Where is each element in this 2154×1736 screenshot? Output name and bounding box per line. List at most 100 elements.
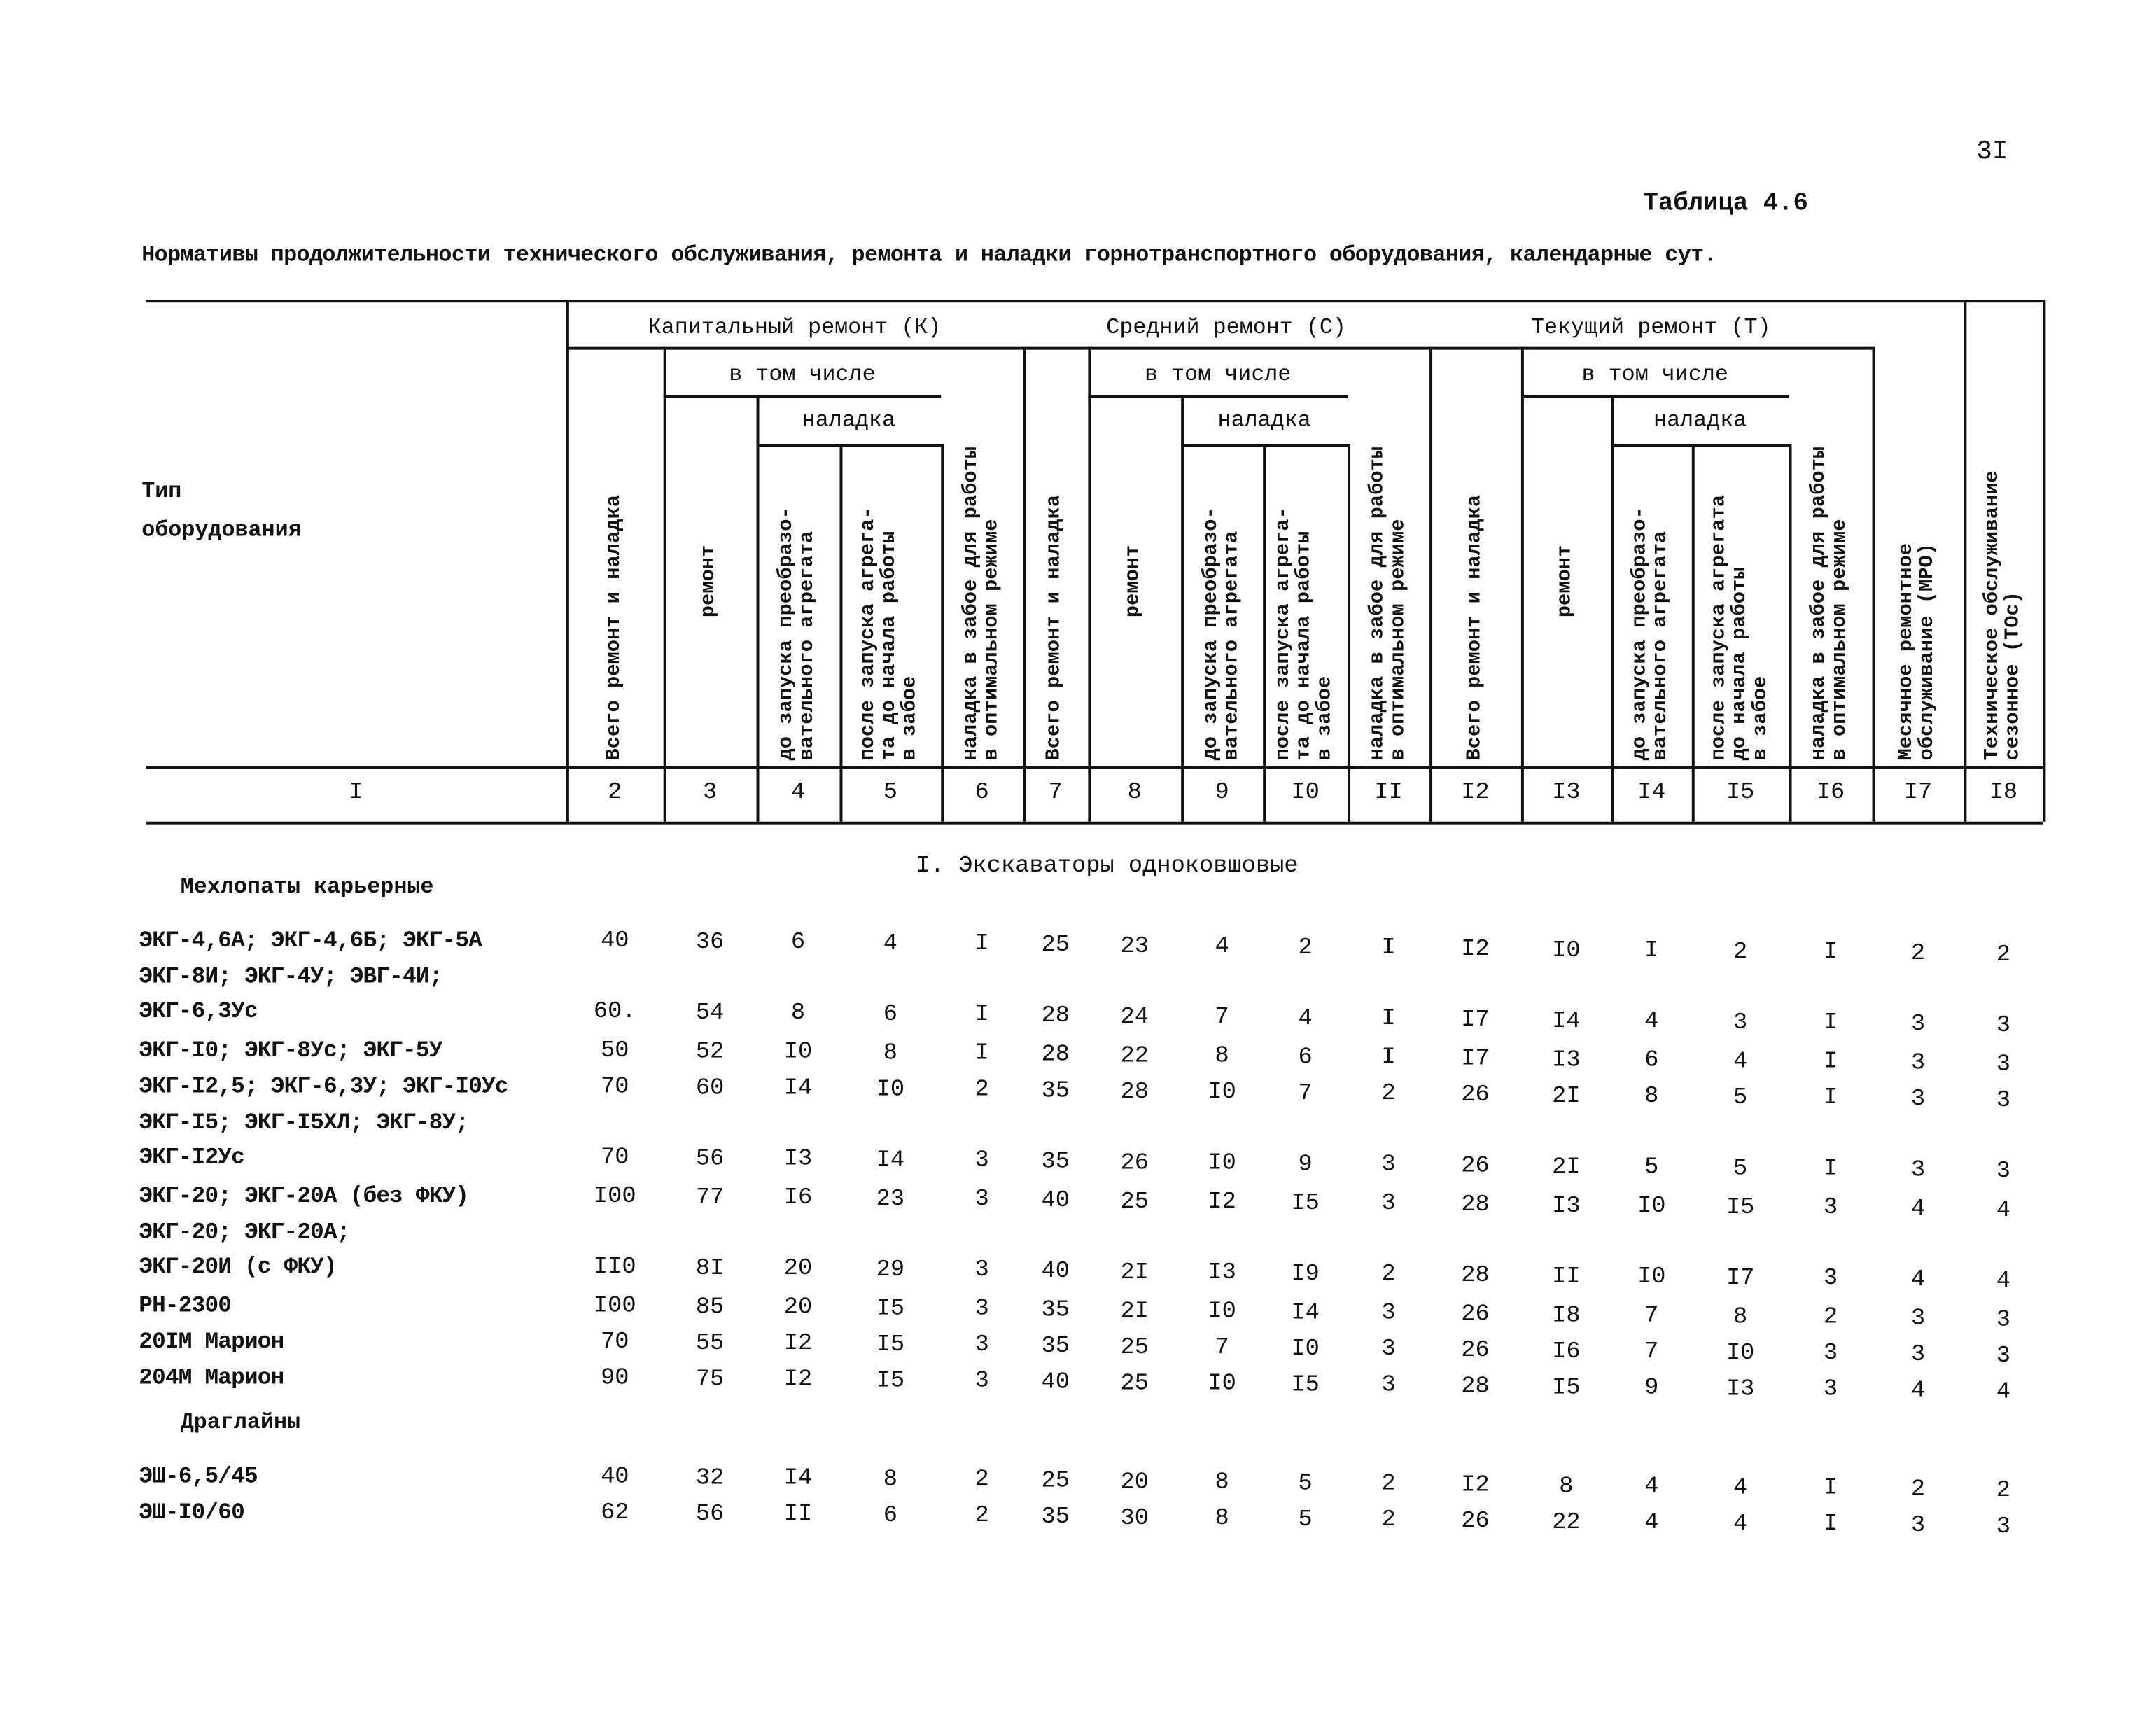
table-cell: 77 [695,1184,725,1212]
column-number: I6 [1816,780,1845,806]
table-cell: I2 [783,1367,813,1394]
table-cell: 26 [1461,1301,1490,1329]
table-cell: 4 [1996,1378,2010,1406]
table-cell: 40 [1041,1369,1070,1396]
table-cell: I4 [876,1147,905,1174]
table-cell: 3 [974,1148,989,1175]
table-cell: I3 [1552,1047,1581,1074]
column-header: до запуска преобразо-вательного агрегата [757,449,840,760]
table-cell: 3 [1823,1377,1838,1404]
column-number: 4 [790,780,806,806]
table-cell: I5 [1726,1194,1755,1222]
table-cell: 35 [1041,1334,1070,1360]
table-cell: 2 [1910,941,1926,967]
column-header-line: обслуживание (МРО) [1916,542,1939,761]
column-header-line: после запуска агрега- [858,507,880,761]
column-header: ремонт [1521,401,1611,760]
table-cell: I0 [1726,1340,1755,1367]
rule-line [1348,444,1351,822]
rule-line [1263,444,1266,822]
equipment-name-line: ЭШ-I0/60 [139,1499,245,1525]
equipment-name-line: ЭКГ-I5; ЭКГ-I5ХЛ; ЭКГ-8У; [139,1109,469,1135]
table-cell: 62 [601,1500,629,1527]
rule-line [1611,396,1614,822]
table-cell: I7 [1461,1046,1490,1073]
table-cell: 60 [695,1074,725,1102]
table-cell: I5 [876,1368,905,1395]
table-cell: I [974,1041,989,1068]
rule-line [941,444,944,822]
equipment-name: ЭШ-I0/60 [139,1494,245,1530]
table-cell: 85 [695,1294,725,1321]
rule-line [2043,300,2046,822]
table-cell: I0 [876,1077,905,1103]
column-header-line: вательного агрегата [797,531,819,761]
equipment-name: ЭКГ-I0; ЭКГ-8Ус; ЭКГ-5У [139,1032,442,1068]
table-cell: 3 [1733,1009,1748,1037]
rule-line [1181,396,1184,822]
table-cell: 28 [1041,1042,1070,1069]
table-cell: I2 [1208,1189,1236,1217]
table-cell: 2I [1552,1154,1581,1181]
rule-line [1088,346,1091,822]
table-cell: I6 [1552,1338,1581,1366]
column-header: до запуска преобразо-вательного агрегата [1181,449,1263,760]
column-number: I3 [1552,780,1581,806]
table-cell: 3 [1381,1301,1396,1328]
table-cell: 5 [1644,1154,1659,1182]
column-header-line: в забое [1749,676,1772,761]
table-cell: 2I [1120,1259,1149,1287]
table-cell: 36 [695,929,725,956]
column-number: 5 [883,780,897,806]
rule-line [1611,444,1789,447]
table-cell: I0 [1208,1371,1236,1398]
column-number: I8 [1989,780,2018,806]
table-cell: 8 [1644,1084,1659,1111]
table-cell: I8 [1552,1302,1581,1329]
column-number: I [349,780,363,806]
table-cell: 40 [1041,1188,1070,1214]
page-number: 3I [1976,136,2008,167]
group-header-current: Текущий ремонт (Т) [1530,315,1771,340]
equipment-name-line: ЭКГ-I2Ус [139,1143,245,1170]
table-cell: 7 [1215,1004,1229,1032]
table-cell: I0 [1291,1336,1320,1363]
table-cell: 3 [974,1258,989,1284]
table-cell: 3 [1996,1012,2010,1040]
group-header-medium: Средний ремонт (С) [1106,315,1346,340]
incl-header: в том числе [1145,362,1292,388]
rule-line [663,396,942,399]
table-cell: I [1823,1011,1838,1037]
table-cell: I3 [1726,1376,1755,1404]
equipment-name-line: 204М Марион [139,1364,284,1391]
table-cell: 2 [974,1077,989,1104]
column-number: I2 [1461,780,1490,806]
naladka-header: наладка [1217,407,1311,433]
equipment-name: ЭШ-6,5/45 [139,1459,258,1494]
table-cell: 2 [1733,939,1748,966]
column-header-line: в оптимальном режиме [980,519,1003,761]
table-cell: 56 [695,1501,725,1528]
table-cell: 56 [695,1145,725,1172]
table-cell: 2 [1381,1261,1396,1289]
table-cell: II0 [593,1254,636,1281]
table-cell: 22 [1120,1043,1149,1070]
table-cell: 60. [593,999,636,1026]
rule-line [1789,444,1792,822]
column-header: Всего ремонт и наладка [1429,353,1521,761]
table-cell: 5 [1298,1471,1313,1497]
table-cell: 2 [1381,1082,1396,1108]
table-label: Таблица 4.6 [1643,190,1808,218]
equipment-name-line: ЭКГ-I0; ЭКГ-8Ус; ЭКГ-5У [139,1037,442,1063]
column-header: наладка в забое для работы в оптимальном … [1348,353,1429,761]
group-title: Драглайны [180,1410,301,1436]
table-cell: 8 [1215,1044,1229,1070]
table-cell: I6 [783,1185,813,1212]
table-cell: 70 [601,1144,629,1172]
table-cell: 28 [1461,1192,1490,1219]
column-header-line: ремонт [698,544,720,617]
column-number: 6 [974,780,989,806]
table-cell: 8 [883,1040,897,1068]
table-cell: I00 [593,1184,636,1210]
